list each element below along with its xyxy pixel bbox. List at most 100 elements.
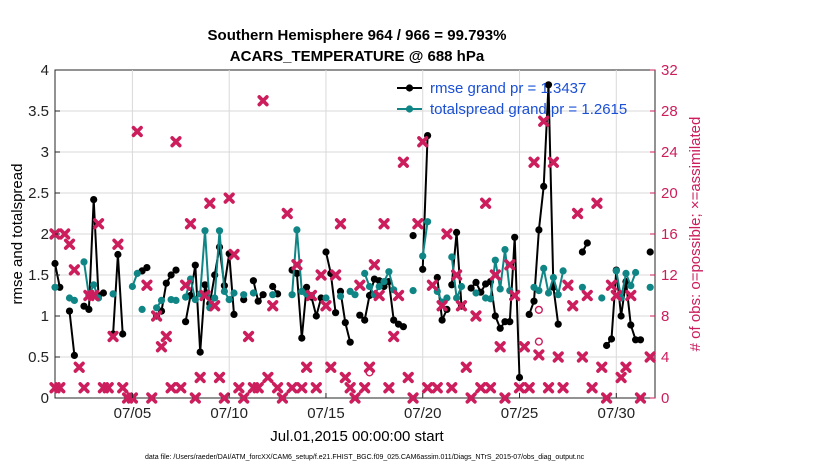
rmse-point: [627, 321, 635, 329]
spread-point: [554, 291, 562, 299]
spread-point: [375, 282, 383, 291]
rmse-point: [99, 289, 107, 297]
spread-point: [544, 289, 553, 297]
spread-point: [133, 269, 141, 277]
rmse-line: [68, 310, 76, 356]
obs-assimilated-marker: [455, 300, 468, 312]
spread-point: [182, 293, 190, 301]
obs-assimilated-marker: [213, 371, 226, 384]
rmse-point: [399, 323, 407, 331]
obs-assimilated-marker: [310, 382, 322, 394]
obs-assimilated-marker: [349, 392, 361, 404]
x-tick-label: 07/15: [307, 405, 345, 422]
rmse-point: [583, 239, 591, 247]
rmse-point: [191, 261, 199, 269]
y-right-tick-label: 4: [661, 349, 669, 366]
rmse-point: [607, 335, 616, 343]
spread-point: [646, 283, 654, 291]
y-axis-right-ticks: 0 4 8 12 16 20 24 28 32: [650, 62, 678, 407]
obs-assimilated-marker: [542, 382, 555, 394]
obs-assimilated-marker: [576, 351, 589, 363]
rmse-point: [467, 284, 475, 292]
y-tick-label: 1.5: [28, 267, 49, 284]
obs-assimilated-marker: [373, 289, 385, 302]
spread-point: [365, 282, 374, 291]
x-axis-ticks: 07/05 07/10 07/15 07/20 07/25 07/30: [114, 393, 635, 422]
obs-assimilated-marker: [242, 330, 255, 343]
obs-assimilated-marker: [412, 218, 424, 230]
obs-assimilated-marker: [465, 392, 477, 404]
y-tick-label: 0.5: [28, 349, 49, 366]
spread-point: [215, 227, 224, 235]
rmse-point: [646, 248, 654, 256]
rmse-point: [491, 312, 499, 320]
spread-point: [128, 282, 136, 291]
y-right-tick-label: 16: [661, 226, 678, 243]
legend-spread-marker: [405, 105, 414, 113]
legend: rmse grand pr = 1.3437 totalspread grand…: [397, 80, 627, 118]
obs-assimilated-marker: [199, 289, 211, 302]
obs-assimilated-marker: [54, 382, 66, 394]
obs-assimilated-markers: [49, 95, 656, 404]
obs-assimilated-marker: [475, 382, 487, 394]
obs-assimilated-marker: [509, 289, 521, 302]
rmse-point: [448, 281, 456, 289]
obs-assimilated-marker: [320, 300, 332, 312]
rmse-point: [515, 373, 524, 382]
rmse-point: [472, 278, 480, 286]
obs-assimilated-marker: [625, 289, 637, 302]
obs-assimilated-marker: [417, 136, 429, 148]
rmse-point: [254, 297, 262, 305]
obs-assimilated-marker: [383, 382, 395, 394]
rmse-point: [259, 291, 267, 299]
obs-assimilated-marker: [480, 197, 492, 209]
obs-assimilated-marker: [528, 156, 540, 168]
rmse-point: [196, 348, 204, 356]
obs-assimilated-marker: [271, 382, 284, 394]
obs-assimilated-marker: [141, 279, 153, 291]
spread-point: [109, 290, 117, 298]
spread-point: [90, 281, 98, 289]
rmse-point: [496, 324, 504, 332]
obs-assimilated-marker: [484, 382, 497, 394]
spread-series: [51, 218, 654, 313]
spread-point: [361, 269, 369, 277]
rmse-point: [390, 316, 398, 324]
obs-assimilated-marker: [180, 279, 192, 291]
spread-point: [598, 294, 606, 302]
obs-assimilated-marker: [160, 330, 172, 343]
spread-point: [240, 291, 248, 299]
rmse-point: [554, 320, 562, 328]
obs-assimilated-marker: [392, 289, 405, 302]
y-tick-label: 2.5: [28, 185, 49, 202]
obs-assimilated-marker: [489, 269, 501, 281]
spread-point: [535, 287, 543, 295]
spread-point: [351, 291, 359, 299]
chart-subtitle: ACARS_TEMPERATURE @ 688 hPa: [230, 48, 485, 65]
obs-assimilated-marker: [262, 371, 274, 384]
obs-assimilated-marker: [470, 310, 482, 322]
obs-assimilated-marker: [344, 382, 356, 394]
spread-point: [443, 294, 451, 302]
legend-rmse-marker: [405, 84, 414, 92]
rmse-point: [438, 316, 446, 324]
spread-point: [220, 287, 228, 295]
obs-possible-marker: [534, 305, 543, 314]
obs-assimilated-marker: [421, 382, 434, 394]
y-right-tick-label: 20: [661, 185, 678, 202]
obs-assimilated-marker: [504, 259, 516, 271]
obs-assimilated-marker: [339, 371, 351, 384]
x-tick-label: 07/25: [501, 405, 539, 422]
rmse-point: [312, 312, 320, 320]
spread-point: [486, 295, 495, 303]
y-tick-label: 0: [41, 390, 49, 407]
obs-assimilated-marker: [291, 259, 303, 271]
spread-point: [80, 258, 88, 266]
obs-assimilated-marker: [523, 382, 535, 394]
obs-assimilated-marker: [586, 382, 598, 394]
obs-assimilated-marker: [131, 125, 143, 138]
spread-point: [157, 296, 166, 304]
obs-assimilated-marker: [552, 351, 564, 363]
rmse-point: [540, 182, 548, 190]
